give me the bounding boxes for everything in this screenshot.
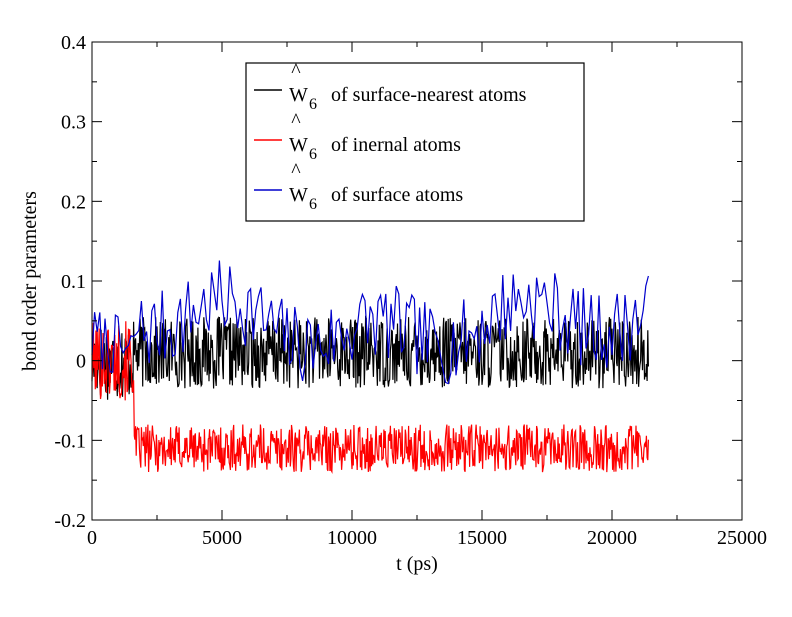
legend-subscript: 6 xyxy=(309,196,317,213)
legend-subscript: 6 xyxy=(309,96,317,113)
x-axis-label: t (ps) xyxy=(396,553,438,575)
legend-label: of surface-nearest atoms xyxy=(331,84,527,106)
y-tick-label: 0.1 xyxy=(61,271,86,293)
axis-layer: 0 5000 10000 15000 20000 25000 -0.2 -0.1 0 0.1 0.2… xyxy=(54,32,767,549)
x-tick-label: 25000 xyxy=(717,527,767,549)
legend-symbol: W xyxy=(289,84,308,106)
series-line xyxy=(91,260,649,385)
x-tick-label: 15000 xyxy=(457,527,507,549)
legend-symbol: W xyxy=(289,134,308,156)
x-tick-label: 10000 xyxy=(327,527,377,549)
y-axis-label: bond order parameters xyxy=(19,191,41,371)
y-tick-label: 0.4 xyxy=(61,32,86,54)
legend-hat: ^ xyxy=(291,110,301,132)
legend-hat: ^ xyxy=(291,60,301,82)
y-tick-label: 0.3 xyxy=(61,112,86,134)
series-line xyxy=(91,315,649,400)
legend-label: of inernal atoms xyxy=(331,134,461,156)
legend: ^W 6 of surface-nearest atoms^W 6 of inernal… xyxy=(245,60,585,222)
legend-subscript: 6 xyxy=(309,146,317,163)
y-tick-label: -0.1 xyxy=(54,430,86,452)
x-tick-label: 20000 xyxy=(587,527,637,549)
y-tick-label: 0 xyxy=(76,351,86,373)
legend-symbol: W xyxy=(289,184,308,206)
x-tick-label: 0 xyxy=(87,527,97,549)
y-tick-label: -0.2 xyxy=(54,510,86,532)
series-layer xyxy=(91,260,649,474)
legend-hat: ^ xyxy=(291,160,301,182)
y-tick-label: 0.2 xyxy=(61,191,86,213)
x-tick-label: 5000 xyxy=(202,527,242,549)
legend-box xyxy=(245,62,585,222)
legend-label: of surface atoms xyxy=(331,184,463,206)
series-line xyxy=(91,321,649,474)
